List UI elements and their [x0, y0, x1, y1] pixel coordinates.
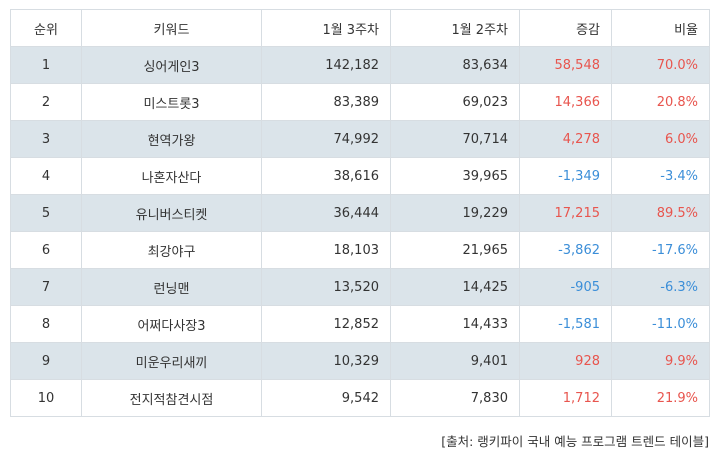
cell-change: 928 — [519, 342, 612, 380]
cell-rank: 4 — [10, 157, 82, 195]
cell-keyword: 최강야구 — [81, 231, 262, 269]
cell-week2: 14,425 — [390, 268, 520, 306]
cell-rank: 5 — [10, 194, 82, 232]
cell-rank: 6 — [10, 231, 82, 269]
cell-change: 4,278 — [519, 120, 612, 158]
trend-table-container: 순위 키워드 1월 3주차 1월 2주차 증감 비율 1 싱어게인3 142,182… — [10, 9, 710, 417]
cell-rank: 1 — [10, 46, 82, 84]
cell-week2: 39,965 — [390, 157, 520, 195]
table-row: 1 싱어게인3 142,182 83,634 58,548 70.0% — [10, 46, 710, 84]
cell-week3: 9,542 — [261, 379, 391, 417]
cell-ratio: 70.0% — [611, 46, 710, 84]
cell-change: 17,215 — [519, 194, 612, 232]
table-row: 6 최강야구 18,103 21,965 -3,862 -17.6% — [10, 231, 710, 269]
cell-change: 58,548 — [519, 46, 612, 84]
cell-week2: 69,023 — [390, 83, 520, 121]
cell-week3: 36,444 — [261, 194, 391, 232]
cell-change: -905 — [519, 268, 612, 306]
cell-keyword: 유니버스티켓 — [81, 194, 262, 232]
cell-week3: 18,103 — [261, 231, 391, 269]
table-row: 10 전지적참견시점 9,542 7,830 1,712 21.9% — [10, 379, 710, 417]
cell-ratio: -11.0% — [611, 305, 710, 343]
cell-ratio: 6.0% — [611, 120, 710, 158]
cell-ratio: -6.3% — [611, 268, 710, 306]
cell-week2: 9,401 — [390, 342, 520, 380]
cell-week3: 74,992 — [261, 120, 391, 158]
cell-keyword: 전지적참견시점 — [81, 379, 262, 417]
cell-change: -3,862 — [519, 231, 612, 269]
table-row: 9 미운우리새끼 10,329 9,401 928 9.9% — [10, 342, 710, 380]
header-week2: 1월 2주차 — [390, 9, 520, 47]
table-row: 2 미스트롯3 83,389 69,023 14,366 20.8% — [10, 83, 710, 121]
cell-week3: 10,329 — [261, 342, 391, 380]
cell-ratio: -3.4% — [611, 157, 710, 195]
cell-rank: 9 — [10, 342, 82, 380]
header-change: 증감 — [519, 9, 612, 47]
table-row: 3 현역가왕 74,992 70,714 4,278 6.0% — [10, 120, 710, 158]
cell-ratio: 20.8% — [611, 83, 710, 121]
trend-table: 순위 키워드 1월 3주차 1월 2주차 증감 비율 1 싱어게인3 142,182… — [10, 9, 710, 417]
cell-keyword: 미운우리새끼 — [81, 342, 262, 380]
cell-week2: 21,965 — [390, 231, 520, 269]
table-row: 4 나혼자산다 38,616 39,965 -1,349 -3.4% — [10, 157, 710, 195]
cell-keyword: 미스트롯3 — [81, 83, 262, 121]
cell-week2: 7,830 — [390, 379, 520, 417]
cell-week3: 83,389 — [261, 83, 391, 121]
cell-change: 1,712 — [519, 379, 612, 417]
header-rank: 순위 — [10, 9, 82, 47]
cell-change: -1,581 — [519, 305, 612, 343]
header-week3: 1월 3주차 — [261, 9, 391, 47]
cell-week2: 19,229 — [390, 194, 520, 232]
cell-ratio: 89.5% — [611, 194, 710, 232]
cell-rank: 7 — [10, 268, 82, 306]
cell-week3: 38,616 — [261, 157, 391, 195]
cell-keyword: 나혼자산다 — [81, 157, 262, 195]
cell-week2: 14,433 — [390, 305, 520, 343]
cell-keyword: 현역가왕 — [81, 120, 262, 158]
cell-week2: 83,634 — [390, 46, 520, 84]
cell-change: 14,366 — [519, 83, 612, 121]
cell-keyword: 런닝맨 — [81, 268, 262, 306]
cell-keyword: 어쩌다사장3 — [81, 305, 262, 343]
header-keyword: 키워드 — [81, 9, 262, 47]
cell-ratio: 9.9% — [611, 342, 710, 380]
cell-ratio: 21.9% — [611, 379, 710, 417]
table-body: 1 싱어게인3 142,182 83,634 58,548 70.0% 2 미스트롯3 83,3… — [10, 46, 710, 417]
table-row: 7 런닝맨 13,520 14,425 -905 -6.3% — [10, 268, 710, 306]
cell-ratio: -17.6% — [611, 231, 710, 269]
table-header-row: 순위 키워드 1월 3주차 1월 2주차 증감 비율 — [10, 9, 710, 47]
cell-rank: 3 — [10, 120, 82, 158]
cell-week3: 13,520 — [261, 268, 391, 306]
header-ratio: 비율 — [611, 9, 710, 47]
cell-rank: 2 — [10, 83, 82, 121]
table-row: 8 어쩌다사장3 12,852 14,433 -1,581 -11.0% — [10, 305, 710, 343]
cell-rank: 10 — [10, 379, 82, 417]
cell-keyword: 싱어게인3 — [81, 46, 262, 84]
source-caption: [출처: 랭키파이 국내 예능 프로그램 트렌드 테이블] — [441, 434, 709, 449]
table-row: 5 유니버스티켓 36,444 19,229 17,215 89.5% — [10, 194, 710, 232]
cell-week3: 142,182 — [261, 46, 391, 84]
cell-rank: 8 — [10, 305, 82, 343]
cell-week2: 70,714 — [390, 120, 520, 158]
cell-change: -1,349 — [519, 157, 612, 195]
cell-week3: 12,852 — [261, 305, 391, 343]
